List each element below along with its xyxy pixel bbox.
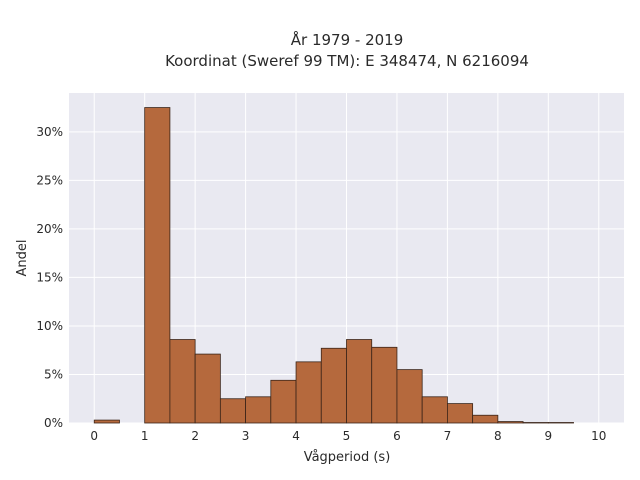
x-tick-label: 8 (494, 429, 502, 443)
histogram-bar (346, 339, 373, 424)
histogram-bar (497, 421, 524, 424)
histogram-bar (421, 396, 448, 424)
x-tick-label: 9 (544, 429, 552, 443)
histogram-bar (194, 353, 221, 424)
histogram-bar (371, 346, 398, 424)
x-tick-label: 10 (591, 429, 606, 443)
histogram-bar (447, 403, 474, 424)
x-tick-label: 4 (292, 429, 300, 443)
histogram-bar (169, 339, 196, 424)
histogram-bar (219, 398, 246, 424)
histogram-bar (396, 369, 423, 424)
y-tick-label: 0% (44, 416, 63, 430)
histogram-bar (270, 379, 297, 424)
y-axis-label: Andel (15, 240, 30, 277)
histogram-bar (93, 419, 120, 424)
y-tick-label: 15% (36, 270, 63, 284)
y-tick-label: 10% (36, 319, 63, 333)
y-tick-label: 30% (36, 125, 63, 139)
x-tick-label: 0 (90, 429, 98, 443)
y-tick-label: 20% (36, 222, 63, 236)
chart-title-line1: År 1979 - 2019 (291, 30, 404, 49)
chart-title-line2: Koordinat (Sweref 99 TM): E 348474, N 62… (165, 52, 529, 70)
bars (93, 107, 574, 424)
histogram-bar (320, 347, 347, 424)
x-tick-label: 6 (393, 429, 401, 443)
x-axis-label: Vågperiod (s) (304, 450, 391, 465)
x-tick-label: 2 (191, 429, 199, 443)
y-tick-label: 5% (44, 367, 63, 381)
x-tick-label: 3 (242, 429, 250, 443)
histogram-bar (245, 396, 272, 424)
histogram-bar (472, 414, 499, 424)
x-tick-label: 7 (444, 429, 452, 443)
x-tick-label: 1 (141, 429, 149, 443)
histogram-bar (144, 107, 171, 424)
y-axis-ticks: 0% 5% 10% 15% 20% 25% 30% (36, 125, 63, 430)
histogram-bar (295, 361, 322, 424)
y-tick-label: 25% (36, 173, 63, 187)
x-axis-ticks: 0 1 2 3 4 5 6 7 8 9 10 (90, 429, 606, 443)
x-tick-label: 5 (343, 429, 351, 443)
